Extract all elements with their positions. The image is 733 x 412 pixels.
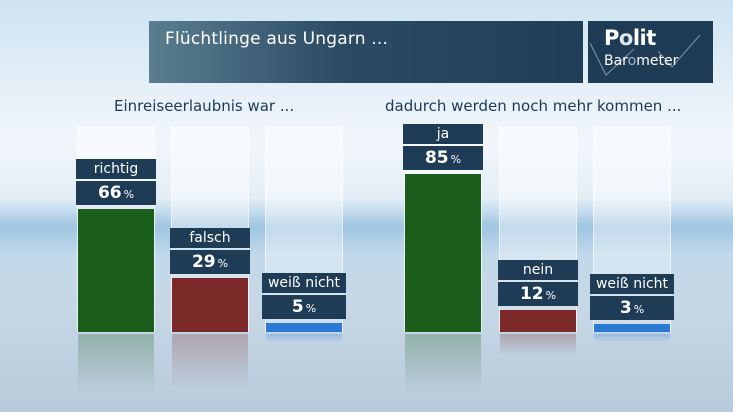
- chart-1-title: Einreiseerlaubnis war ...: [114, 97, 295, 115]
- percent-sign: %: [450, 153, 462, 166]
- bar-reflection: [266, 334, 342, 343]
- bar-1-1: [500, 310, 576, 332]
- bar-reflection: [78, 334, 154, 394]
- value-number: 66: [97, 183, 122, 203]
- category-label: nein: [498, 260, 578, 280]
- checkmark-icon: [589, 34, 701, 76]
- percent-sign: %: [123, 188, 135, 201]
- percent-sign: %: [305, 302, 317, 315]
- chart-title: Flüchtlinge aus Ungarn ...: [165, 29, 389, 49]
- title-banner: Flüchtlinge aus Ungarn ...: [149, 21, 583, 83]
- value-label: 29%: [170, 250, 250, 274]
- value-label: 5%: [262, 295, 346, 319]
- percent-sign: %: [545, 289, 557, 302]
- bar-reflection: [594, 334, 670, 342]
- bar-1-2: [594, 324, 670, 332]
- value-number: 29: [191, 252, 216, 272]
- percent-sign: %: [217, 257, 229, 270]
- value-number: 5: [291, 297, 304, 317]
- logo-polit-text: Polit: [604, 26, 656, 50]
- bar-reflection: [500, 334, 576, 356]
- bar-reflection: [405, 334, 481, 394]
- value-number: 12: [519, 284, 544, 304]
- bar-0-1: [172, 278, 248, 332]
- value-label: 3%: [590, 296, 674, 320]
- bar-reflection: [172, 334, 248, 388]
- percent-sign: %: [633, 303, 645, 316]
- category-label: weiß nicht: [590, 274, 674, 294]
- logo-barometer-text: Barometer: [604, 53, 679, 69]
- bar-0-0: [78, 209, 154, 332]
- category-label: weiß nicht: [262, 273, 346, 293]
- politbarometer-logo: Polit Barometer: [588, 21, 713, 83]
- value-number: 85: [424, 148, 449, 168]
- value-label: 85%: [403, 146, 483, 170]
- value-number: 3: [619, 298, 632, 318]
- bar-1-0: [405, 174, 481, 332]
- value-label: 12%: [498, 282, 578, 306]
- category-label: ja: [403, 124, 483, 144]
- chart-2-title: dadurch werden noch mehr kommen ...: [385, 97, 682, 115]
- category-label: richtig: [76, 159, 156, 179]
- bar-0-2: [266, 323, 342, 332]
- category-label: falsch: [170, 228, 250, 248]
- value-label: 66%: [76, 181, 156, 205]
